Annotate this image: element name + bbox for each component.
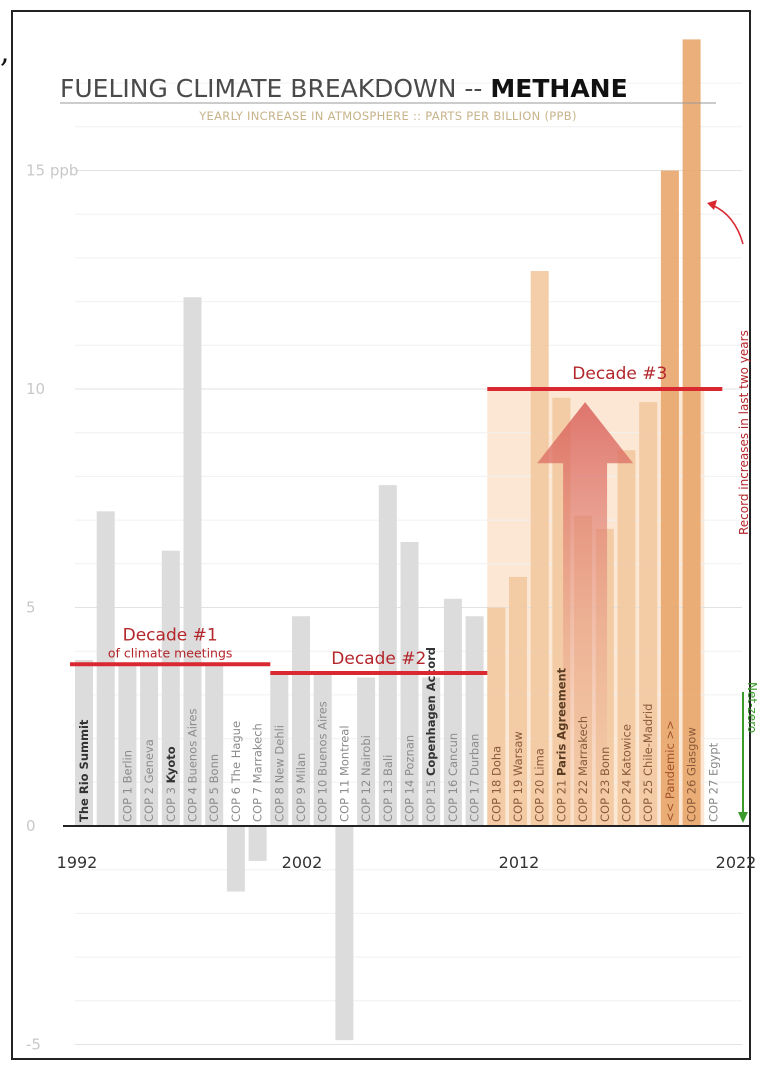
bar-label-1992: The Rio Summit	[77, 719, 91, 822]
chart-title: FUELING CLIMATE BREAKDOWN -- METHANE	[60, 74, 628, 103]
net-zero-arrow-head	[738, 812, 748, 823]
chart-title-main: FUELING CLIMATE BREAKDOWN --	[60, 74, 490, 103]
y-tick-label: 10	[26, 380, 45, 398]
bar-label-2008: COP 15 Copenhagen Accord	[424, 647, 438, 822]
bar-label-2018: COP 25 Chile-Madrid	[641, 704, 655, 822]
bar-label-2021: COP 27 Egypt	[706, 742, 720, 822]
chart-subtitle: YEARLY INCREASE IN ATMOSPHERE :: PARTS P…	[198, 109, 577, 123]
bar-label-2020: COP 26 Glasgow	[685, 727, 699, 822]
bar-2013	[530, 271, 549, 826]
x-tick-label: 2002	[282, 853, 323, 872]
bar-label-2007: COP 14 Poznan	[403, 735, 417, 822]
bar-2005	[357, 677, 376, 826]
bar-2007	[400, 541, 419, 826]
decade-3-arrow	[537, 402, 634, 826]
bar-label-1994: COP 1 Berlin	[120, 750, 134, 822]
bar-2003	[313, 673, 332, 826]
bar-label-2004: COP 11 Montreal	[337, 725, 351, 822]
bar-1995	[140, 664, 159, 826]
bar-label-2011: COP 18 Doha	[489, 746, 503, 822]
y-tick-label: -5	[26, 1036, 41, 1054]
decade-label-1: Decade #1	[123, 625, 218, 645]
decade-sublabel-1: of climate meetings	[108, 645, 233, 660]
bar-1996	[161, 550, 180, 826]
bar-1999	[226, 826, 245, 892]
record-increase-note: Record increases in last two years	[737, 330, 751, 535]
y-tick-label: 0	[26, 817, 36, 835]
bar-label-1999: COP 6 The Hague	[229, 721, 243, 822]
bar-2017	[617, 450, 636, 826]
bar-label-2002: COP 9 Milan	[294, 753, 308, 822]
bar-label-2012: COP 19 Warsaw	[511, 731, 525, 822]
bar-label-2009: COP 16 Cancun	[446, 733, 460, 822]
bar-2002	[292, 616, 310, 826]
bar-label-2001: COP 8 New Dehli	[272, 725, 286, 822]
bar-2011	[487, 607, 506, 826]
bar-label-2017: COP 24 Katowice	[620, 724, 634, 822]
bar-label-2016: COP 23 Bonn	[598, 747, 612, 822]
record-arrow-head	[707, 200, 717, 210]
bar-1993	[96, 511, 115, 826]
chart-title-bold: METHANE	[490, 74, 627, 103]
bar-2018	[639, 402, 658, 826]
bar-1998	[205, 664, 224, 826]
x-tick-label: 2022	[716, 853, 757, 872]
bar-label-2014: COP 21 Paris Agreement	[554, 667, 568, 822]
bar-label-2000: COP 7 Marrakech	[251, 723, 265, 822]
bar-label-2013: COP 20 Lima	[533, 748, 547, 822]
bar-label-2005: COP 12 Nairobi	[359, 735, 373, 822]
bar-label-2003: COP 10 Buenos Aires	[316, 701, 330, 822]
bar-2001	[270, 673, 289, 826]
bar-label-2015: COP 22 Marrakech	[576, 716, 590, 822]
decade-label-2: Decade #2	[331, 649, 426, 669]
bar-label-2010: COP 17 Durban	[468, 734, 482, 822]
decade-label-3: Decade #3	[572, 364, 667, 384]
bar-1994	[118, 664, 137, 826]
y-tick-label: 15 ppb	[26, 162, 78, 180]
bar-2000	[248, 826, 267, 861]
net-zero-label: Net-zero	[745, 682, 759, 733]
bar-2009	[443, 598, 462, 826]
bar-label-1996: COP 3 Kyoto	[164, 746, 178, 822]
bar-1992	[75, 659, 93, 826]
bar-2012	[509, 576, 527, 826]
bar-label-2019: << Pandemic >>	[663, 720, 677, 822]
bar-2010	[465, 616, 484, 826]
record-arrow-line	[711, 204, 744, 245]
bar-label-1997: COP 4 Buenos Aires	[186, 709, 200, 822]
bar-2020	[682, 39, 701, 826]
bar-2008	[422, 677, 441, 826]
x-tick-label: 1992	[57, 853, 98, 872]
bar-2006	[378, 485, 397, 826]
bar-2019	[660, 170, 679, 826]
corner-mark: ,	[0, 35, 10, 70]
bar-label-2006: COP 13 Bali	[381, 755, 395, 822]
x-tick-label: 2012	[499, 853, 540, 872]
bar-2004	[335, 826, 354, 1041]
bar-label-1995: COP 2 Geneva	[142, 739, 156, 822]
bar-label-1998: COP 5 Bonn	[207, 754, 221, 822]
y-tick-label: 5	[26, 599, 36, 617]
bar-1997	[183, 297, 202, 827]
